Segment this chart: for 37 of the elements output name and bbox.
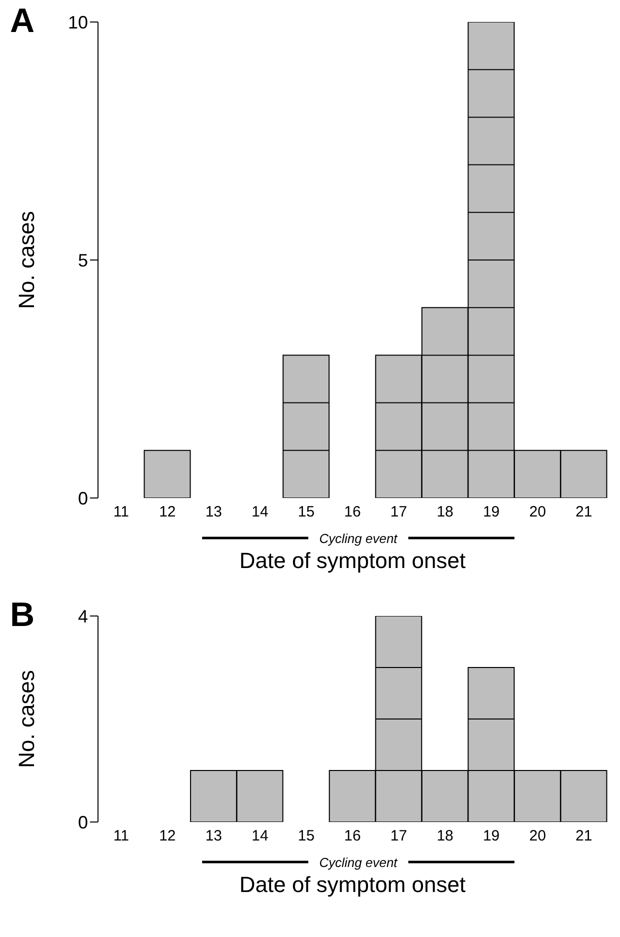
chart-title: A — [10, 2, 35, 41]
x-tick-label: 15 — [298, 504, 315, 521]
x-tick-label: 18 — [436, 828, 454, 845]
y-tick-label: 0 — [78, 488, 88, 508]
x-tick-label: 16 — [344, 504, 361, 521]
text: Cycling event — [319, 531, 399, 546]
y-tick-label: 0 — [78, 812, 88, 832]
x-tick-label: 14 — [252, 504, 268, 521]
x-tick-label: 19 — [482, 504, 500, 521]
bar — [144, 450, 191, 498]
x-axis-title: Date of symptom onset — [238, 872, 467, 898]
x-tick-label: 11 — [113, 504, 129, 521]
x-tick-label: 17 — [390, 828, 408, 845]
x-tick-label: 17 — [390, 504, 408, 521]
x-tick-label: 13 — [205, 828, 222, 845]
y-tick-label: 5 — [78, 250, 88, 270]
x-tick-label: 12 — [159, 504, 176, 521]
x-tick-label: 14 — [252, 828, 268, 845]
x-tick-label: 20 — [529, 504, 546, 521]
x-tick-label: 18 — [436, 504, 454, 521]
bar — [282, 354, 330, 498]
y-tick-label: 10 — [68, 12, 88, 32]
x-tick-label: 20 — [529, 828, 546, 845]
x-tick-label: 13 — [205, 504, 222, 521]
x-tick-label: 12 — [159, 828, 176, 845]
x-tick-label: 21 — [576, 504, 592, 521]
x-tick-label: 11 — [113, 828, 129, 845]
x-tick-label: 21 — [576, 828, 592, 845]
text: Cycling event — [319, 855, 399, 870]
x-axis-title: Date of symptom onset — [238, 548, 467, 574]
y-axis-title: No. cases — [14, 211, 39, 309]
y-axis-title: No. cases — [14, 670, 39, 768]
x-tick-label: 19 — [482, 828, 500, 845]
y-tick-label: 4 — [78, 606, 88, 626]
x-tick-label: 16 — [344, 828, 361, 845]
x-tick-label: 15 — [298, 828, 315, 845]
chart-title: B — [10, 596, 35, 635]
